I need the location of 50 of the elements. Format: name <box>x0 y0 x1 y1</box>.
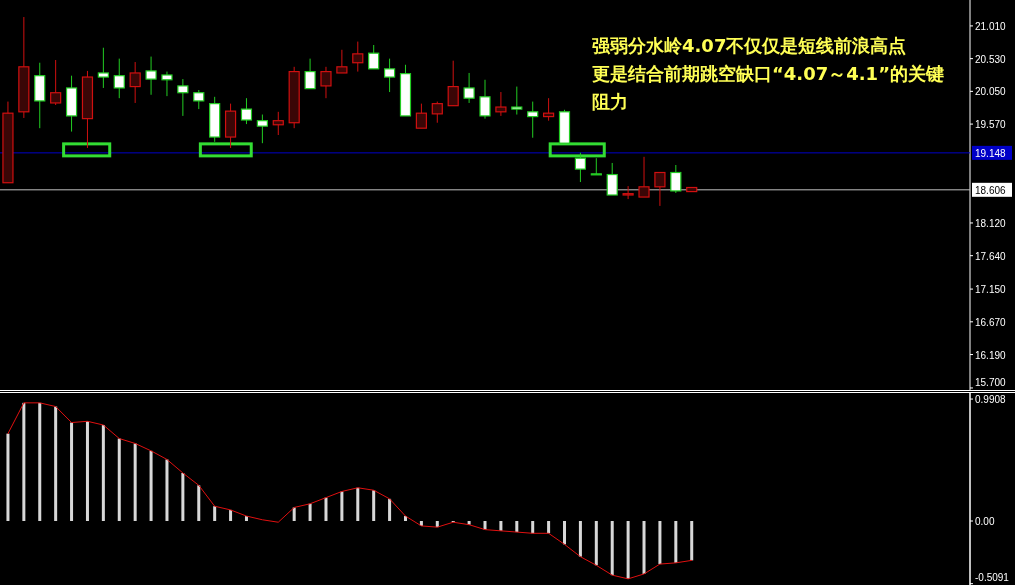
candlestick <box>161 71 173 97</box>
candlestick <box>97 47 109 89</box>
candlestick <box>129 61 141 104</box>
candlestick <box>177 78 189 117</box>
annotation: 更是结合前期跳空缺口“4.07～4.1”的关键 <box>592 63 944 84</box>
y-tick-label: 0.9908 <box>975 394 1007 406</box>
candlestick <box>431 101 443 124</box>
y-tick-label: 20.530 <box>975 53 1007 65</box>
candlestick <box>415 103 427 129</box>
candlestick <box>383 58 396 93</box>
candlestick <box>463 72 475 104</box>
candlestick <box>670 164 682 194</box>
candlestick <box>50 59 62 106</box>
candlestick <box>145 56 157 96</box>
candlestick <box>352 41 364 73</box>
y-tick-label: 17.150 <box>975 284 1007 296</box>
ref-line-label: 19.148 <box>975 147 1007 159</box>
candlestick <box>256 114 268 144</box>
y-tick-label: 18.120 <box>975 217 1007 229</box>
y-tick-label: 19.570 <box>975 119 1007 131</box>
ref-line-label: 18.606 <box>975 184 1007 196</box>
y-tick-label: 15.700 <box>975 377 1007 388</box>
annotation: 阻力 <box>592 91 628 112</box>
candlestick <box>495 91 507 117</box>
y-tick-label: 20.050 <box>975 86 1007 98</box>
candlestick <box>479 79 491 120</box>
y-tick-label: 16.670 <box>975 316 1007 328</box>
candlestick <box>193 89 205 110</box>
candlestick <box>113 58 125 99</box>
candlestick <box>606 162 618 196</box>
candlestick <box>654 171 666 207</box>
y-tick-label: 16.190 <box>975 349 1007 361</box>
y-tick-label: 21.010 <box>975 20 1007 32</box>
candlestick <box>320 66 332 99</box>
candlestick <box>590 157 602 176</box>
candlestick <box>368 44 380 70</box>
candlestick <box>638 156 650 198</box>
candlestick <box>272 111 284 136</box>
y-tick-label: -0.5091 <box>975 572 1010 583</box>
candlestick <box>527 101 539 139</box>
y-tick-label: 17.640 <box>975 250 1007 262</box>
y-tick-label: 0.00 <box>975 516 995 527</box>
candlestick <box>336 49 348 74</box>
candlestick <box>240 97 253 125</box>
annotation: 强弱分水岭4.07不仅仅是短线前浪高点 <box>592 35 907 56</box>
candlestick <box>304 58 316 90</box>
candlestick <box>622 185 634 200</box>
candlestick <box>511 86 523 116</box>
candlestick <box>574 152 587 183</box>
candlestick <box>447 60 459 107</box>
